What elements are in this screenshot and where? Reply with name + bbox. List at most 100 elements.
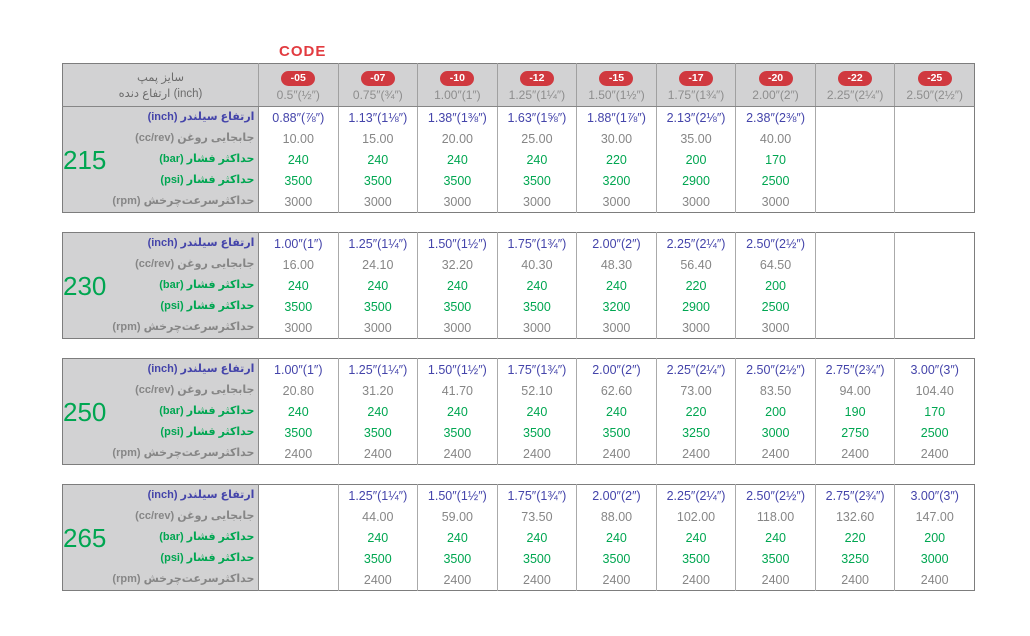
spec-cell [814,275,895,296]
spec-cell: 240 [417,527,498,548]
spec-cell: 190 [814,401,895,422]
spec-row: 2400 2400 2400 2400 2400 2400 2400 2400 [63,569,975,591]
gear-height-heading: ارتفاع دنده (inch) [118,87,203,100]
row-label-bar: حداکثر فشار (bar) [159,531,255,543]
spec-cell [814,128,895,149]
spec-cell: 2.50″(2½″) [735,484,816,506]
spec-cell: 25.00 [496,128,577,149]
row-label-bar: حداکثر فشار (bar) [159,153,255,165]
spec-cell: 240 [258,275,339,296]
spec-cell: 240 [337,401,418,422]
code-badge: -20 [758,71,793,86]
spec-cell: 2.00″(2″) [576,484,657,506]
spec-cell [258,569,339,591]
spec-cell: 1.75″(1¾″) [496,358,577,380]
spec-row: 20.80 31.20 41.70 52.10 62.60 73.00 83.50 94.00… [63,380,975,401]
spec-cell: 240 [576,275,657,296]
spec-cell: 15.00 [337,128,418,149]
spec-cell: 1.00″(1″) [258,358,339,380]
pump-model-number: 230 [63,270,107,301]
spec-cell: 132.60 [814,506,895,527]
code-header-row: سایز پمپ ارتفاع دنده (inch) -05 0.5″(½″) -07… [62,63,975,107]
code-badge: -25 [917,71,952,86]
row-label-ccrev: جابجایی روغن (cc/rev) [135,384,255,396]
spec-cell: 2.00″(2″) [576,358,657,380]
spec-cell: 118.00 [735,506,816,527]
spec-row: 3500 3500 3500 3500 3200 2900 2500 [63,170,975,191]
spec-row: 265 ارتفاع سیلندر (inch) جابجایی روغن (cc/… [62,484,975,591]
spec-row: 3000 3000 3000 3000 3000 3000 3000 [63,191,975,213]
spec-cell: 240 [496,401,577,422]
spec-row: 230 ارتفاع سیلندر (inch) جابجایی روغن (cc/… [62,232,975,339]
spec-cell: 40.30 [496,254,577,275]
spec-cell: 240 [417,275,498,296]
spec-row: 240 240 240 240 240 220 200 [63,275,975,296]
spec-cell: 3500 [576,422,657,443]
spec-cell [894,106,975,128]
spec-cell: 3000 [258,191,339,213]
pump-tables-container: سایز پمپ ارتفاع دنده (inch) -05 0.5″(½″) -07… [62,63,975,610]
pump-label-cell: 265 ارتفاع سیلندر (inch) جابجایی روغن (cc/… [62,484,259,591]
row-label-inch: ارتفاع سیلندر (inch) [147,111,255,123]
row-label-inch: ارتفاع سیلندر (inch) [147,237,255,249]
spec-cell: 2.50″(2½″) [735,232,816,254]
spec-cell: 3500 [417,548,498,569]
gear-height-value: 1.00″(1″) [434,88,481,102]
spec-cell: 3000 [337,317,418,339]
spec-cell: 2400 [496,569,577,591]
spec-cell [894,317,975,339]
spec-cell: 240 [735,527,816,548]
spec-cell: 3000 [496,191,577,213]
spec-cell: 3.00″(3″) [894,484,975,506]
header-pump-size-label: سایز پمپ ارتفاع دنده (inch) [62,63,259,107]
gear-height-value: 2.25″(2¼″) [826,88,884,102]
row-label-rpm: حداکثرسرعت‌چرخش (rpm) [112,573,255,585]
spec-cell: 3500 [576,548,657,569]
pump-label-wrap: 250 ارتفاع سیلندر (inch) جابجایی روغن (cc/… [63,359,258,464]
spec-cell: 3500 [337,548,418,569]
gear-height-value: 1.75″(1¾″) [667,88,725,102]
code-badge: -17 [679,71,713,86]
spec-cell: 2400 [735,569,816,591]
spec-cell [894,128,975,149]
spec-row: 215 ارتفاع سیلندر (inch) جابجایی روغن (cc/… [62,106,975,213]
spec-cell: 102.00 [655,506,736,527]
spec-cell: 24.10 [337,254,418,275]
row-labels: ارتفاع سیلندر (inch) جابجایی روغن (cc/rev… [106,359,260,464]
spec-cell [814,232,895,254]
spec-cell: 2500 [735,296,816,317]
spec-cell: 3500 [417,170,498,191]
spec-cell [894,275,975,296]
spec-cell [814,170,895,191]
gear-height-value: 2.00″(2″) [752,88,799,102]
spec-cell: 2400 [814,569,895,591]
row-label-rpm: حداکثرسرعت‌چرخش (rpm) [112,195,255,207]
code-column-header: -25 2.50″(2½″) [894,63,975,107]
spec-cell: 1.25″(1¼″) [337,358,418,380]
code-column-header: -22 2.25″(2¼″) [814,63,895,107]
spec-cell: 240 [337,149,418,170]
spec-cell: 240 [496,275,577,296]
spec-cell: 1.25″(1¼″) [337,484,418,506]
spec-row: 3000 3000 3000 3000 3000 3000 3000 [63,317,975,339]
spec-cell: 1.50″(1½″) [417,484,498,506]
spec-cell: 64.50 [735,254,816,275]
row-label-bar: حداکثر فشار (bar) [159,279,255,291]
code-column-header: -07 0.75″(¾″) [337,63,418,107]
spec-cell: 3000 [894,548,975,569]
pump-label-wrap: 265 ارتفاع سیلندر (inch) جابجایی روغن (cc/… [63,485,258,590]
spec-cell: 2750 [814,422,895,443]
spec-cell [894,254,975,275]
spec-cell: 16.00 [258,254,339,275]
spec-cell: 3500 [258,422,339,443]
spec-cell: 3000 [496,317,577,339]
spec-cell: 240 [258,149,339,170]
spec-cell: 2400 [576,443,657,465]
pump-label-wrap: 215 ارتفاع سیلندر (inch) جابجایی روغن (cc/… [63,107,258,212]
code-badge: -07 [360,71,395,86]
row-label-psi: حداکثر فشار (psi) [160,300,255,312]
spec-cell: 3200 [576,296,657,317]
spec-cell: 240 [417,149,498,170]
spec-row: 10.00 15.00 20.00 25.00 30.00 35.00 40.00 [63,128,975,149]
spec-cell: 2.00″(2″) [576,232,657,254]
